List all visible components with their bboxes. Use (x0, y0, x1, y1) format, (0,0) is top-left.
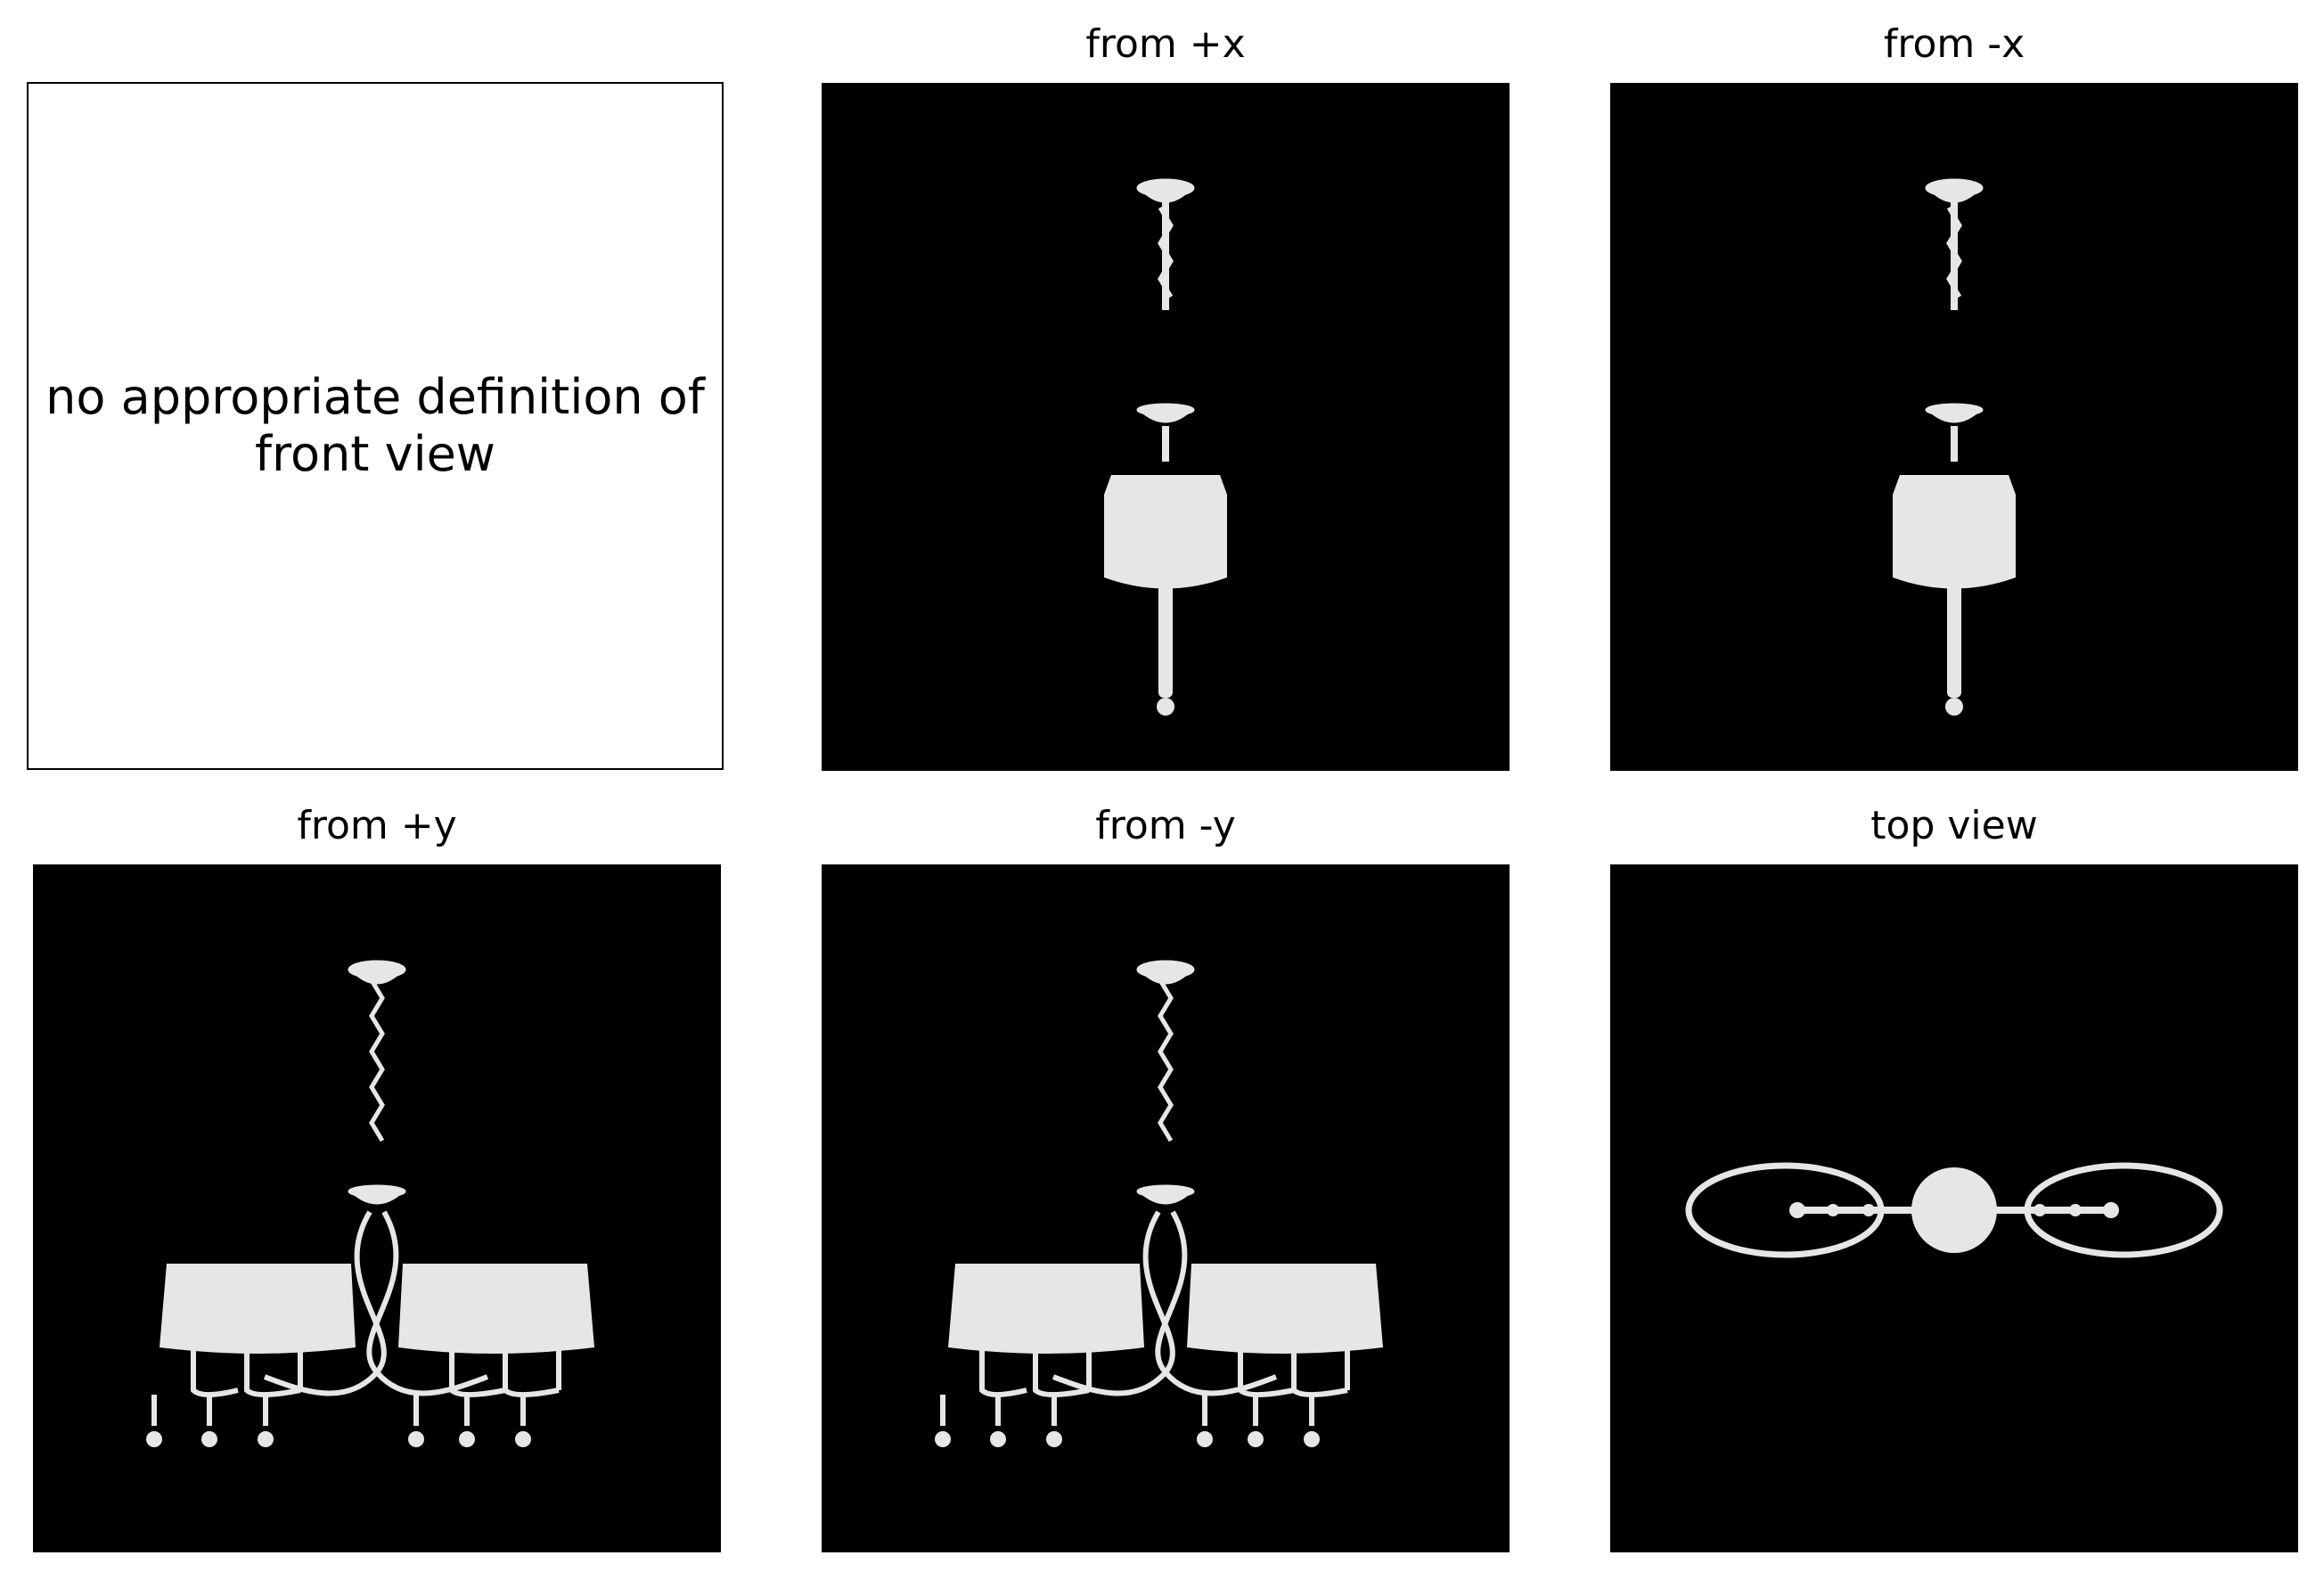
title-from-plus-x: from +x (1085, 21, 1246, 67)
render-from-minus-y (822, 864, 1510, 1552)
render-from-plus-y (33, 864, 721, 1552)
chandelier-side-view-plus-x (1104, 178, 1227, 716)
chandelier-front-view-minus-y (935, 960, 1383, 1447)
render-from-minus-x (1610, 83, 2298, 771)
title-top-view: top view (1870, 803, 2038, 848)
title-from-minus-y: from -y (1095, 803, 1236, 848)
chandelier-front-view-plus-y (146, 960, 594, 1447)
chandelier-side-view-minus-x (1893, 178, 2016, 716)
chandelier-top-view (1685, 1162, 2223, 1258)
render-top-view (1610, 864, 2298, 1552)
title-from-plus-y: from +y (297, 803, 457, 848)
front-view-note: no appropriate definition of front view (45, 369, 705, 482)
front-view-placeholder: no appropriate definition of front view (27, 82, 724, 770)
render-from-plus-x (822, 83, 1510, 771)
title-from-minus-x: from -x (1883, 21, 2025, 67)
